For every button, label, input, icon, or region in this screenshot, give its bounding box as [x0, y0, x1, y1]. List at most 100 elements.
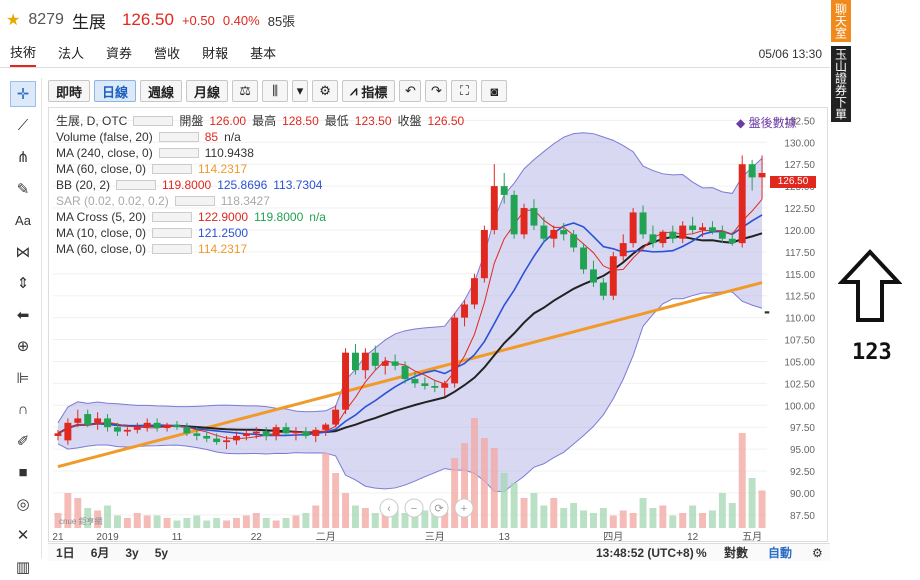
legend-volume: Volume (false, 20) — [56, 130, 153, 144]
candle-body — [361, 352, 369, 371]
volume-bar — [738, 433, 746, 528]
interval-monthly-button[interactable]: 月線 — [186, 80, 229, 102]
tab-institutional[interactable]: 法人 — [58, 46, 85, 61]
legend-controls[interactable] — [158, 148, 199, 158]
legend-controls[interactable] — [116, 180, 157, 190]
volume-bar — [570, 503, 578, 528]
settings-gear-icon[interactable]: ⚙ — [312, 80, 339, 102]
y-tick-label: 87.50 — [790, 511, 815, 522]
legend-controls[interactable] — [152, 228, 193, 238]
trash-icon[interactable]: ▥ — [15, 558, 31, 576]
undo-icon[interactable]: ↶ — [399, 80, 422, 102]
legend-controls[interactable] — [152, 164, 193, 174]
chatroom-button[interactable]: 聊天室 — [831, 0, 851, 42]
high-label: 最高 — [252, 114, 277, 128]
pencil-icon[interactable]: ✐ — [16, 432, 30, 450]
range-3y[interactable]: 3y — [125, 545, 139, 560]
tab-revenue[interactable]: 營收 — [154, 46, 181, 61]
percent-toggle[interactable]: % — [696, 545, 707, 560]
trend-line-icon[interactable]: ⟋ — [17, 117, 29, 134]
camera-icon[interactable]: ◙ — [481, 80, 508, 102]
pattern-icon[interactable]: ⋈ — [15, 243, 31, 261]
tab-margin[interactable]: 資券 — [106, 46, 133, 61]
auto-scale-toggle[interactable]: 自動 — [768, 546, 793, 560]
indicator-button[interactable]: ⩘ 指標 — [342, 80, 396, 102]
legend-ma10: MA (10, close, 0) — [56, 226, 147, 240]
settings-gear-icon[interactable]: ⚙ — [812, 545, 823, 560]
volume-bar — [758, 490, 766, 528]
star-icon[interactable]: ★ — [6, 12, 21, 29]
volume-bar — [441, 505, 449, 528]
lock-icon[interactable]: ■ — [18, 463, 28, 481]
interval-weekly-button[interactable]: 週線 — [140, 80, 183, 102]
range-1d[interactable]: 1日 — [56, 546, 75, 560]
volume-bar — [520, 498, 528, 528]
fork-icon[interactable]: ⋔ — [16, 149, 30, 166]
candle-body — [163, 424, 171, 429]
zoom-control-glyph: ⟳ — [434, 503, 443, 515]
volume-bar — [461, 443, 469, 528]
tab-basic[interactable]: 基本 — [250, 46, 277, 61]
x-tick-label: 三月 — [425, 531, 445, 543]
zoom-control — [454, 498, 474, 518]
compare-icon[interactable]: ⚖ — [232, 80, 259, 102]
last-price: 126.50 — [121, 10, 174, 29]
price-chart[interactable]: 132.50130.00127.50125.00122.50120.00117.… — [49, 108, 829, 543]
watermark-logo: cnue 鉅亨網 — [59, 516, 103, 526]
candle-body — [351, 352, 359, 371]
y-tick-label: 132.50 — [784, 116, 815, 127]
zoom-in-icon[interactable]: ⊕ — [16, 338, 30, 355]
volume-bar — [292, 515, 300, 528]
eye-hide-icon[interactable]: ◎ — [16, 495, 30, 513]
drawing-toolbar: ✛ ⟋ ⋔ ✎ Aa ⋈ ⇕ ⬅ ⊕ ⊫ ∩ ✐ ■ ◎ ✕ ▥ — [8, 78, 42, 576]
chevron-down-icon[interactable]: ▾ — [292, 80, 309, 102]
interval-realtime-button[interactable]: 即時 — [48, 80, 91, 102]
volume-bar — [451, 458, 459, 528]
legend-controls[interactable] — [174, 196, 215, 206]
range-6m[interactable]: 6月 — [90, 546, 110, 560]
candle-body — [599, 282, 607, 296]
annotation-label: 123 — [852, 340, 892, 365]
candle-body — [560, 229, 568, 235]
ruler-icon[interactable]: ⊫ — [16, 369, 30, 387]
x-tick-label: 2019 — [96, 532, 119, 543]
close-value: 126.50 — [427, 114, 465, 128]
y-tick-label: 117.50 — [785, 248, 815, 259]
legend-controls[interactable] — [158, 132, 199, 142]
volume-bar — [401, 513, 409, 528]
volume-bar — [193, 515, 201, 528]
legend-controls[interactable] — [152, 244, 193, 254]
volume-bar — [659, 505, 667, 528]
text-icon[interactable]: Aa — [15, 212, 31, 228]
candle-body — [708, 227, 716, 232]
volume-bar — [232, 518, 240, 528]
brush-icon[interactable]: ✎ — [16, 180, 30, 198]
legend-controls[interactable] — [152, 212, 193, 222]
candle-body — [580, 247, 588, 270]
log-scale-toggle[interactable]: 對數 — [724, 546, 749, 560]
measure-icon[interactable]: ⇕ — [16, 275, 30, 292]
tab-financials[interactable]: 財報 — [202, 46, 229, 61]
fullscreen-icon[interactable]: ⛶ — [451, 80, 478, 102]
candle-body — [104, 418, 112, 428]
range-5y[interactable]: 5y — [154, 545, 169, 560]
volume-bar — [223, 520, 231, 528]
magnet-icon[interactable]: ∩ — [17, 400, 29, 418]
legend-sar: SAR (0.02, 0.02, 0.2) — [56, 194, 169, 208]
redo-icon[interactable]: ↷ — [425, 80, 448, 102]
arrow-left-icon[interactable]: ⬅ — [16, 306, 30, 324]
chart-panel[interactable]: 132.50130.00127.50125.00122.50120.00117.… — [48, 107, 829, 543]
candle-type-icon[interactable]: ⫼ — [262, 80, 289, 102]
broker-order-button[interactable]: 玉山證券下單 — [831, 46, 851, 122]
legend-controls[interactable] — [133, 116, 174, 126]
volume-bar — [619, 510, 627, 528]
interval-daily-button[interactable]: 日線 — [94, 80, 137, 102]
candle-body — [669, 231, 677, 239]
y-tick-label: 95.00 — [790, 445, 815, 456]
crosshair-icon[interactable]: ✛ — [10, 81, 36, 107]
tab-technical[interactable]: 技術 — [10, 42, 37, 67]
post-market-data-link[interactable]: ◆ 盤後數據 — [736, 116, 797, 130]
tools-icon[interactable]: ✕ — [16, 527, 30, 544]
candle-body — [153, 422, 161, 429]
candle-body — [223, 440, 231, 443]
